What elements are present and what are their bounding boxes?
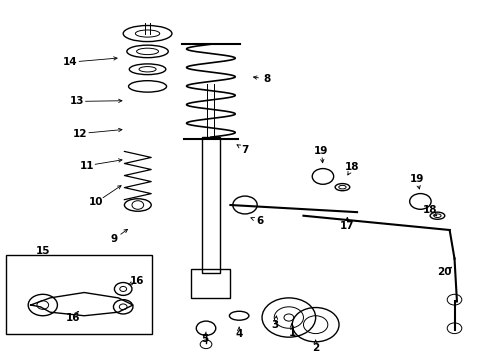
Text: 2: 2 (312, 343, 319, 353)
Text: 4: 4 (236, 329, 243, 339)
Text: 17: 17 (340, 221, 355, 231)
Text: 18: 18 (423, 205, 438, 215)
Bar (202, 137, 220, 273)
Text: 16: 16 (129, 276, 144, 286)
Text: 11: 11 (79, 161, 94, 171)
Text: 16: 16 (66, 312, 81, 323)
Text: 20: 20 (438, 267, 452, 277)
Text: 19: 19 (410, 174, 424, 184)
Text: 19: 19 (314, 146, 329, 156)
Text: 6: 6 (256, 216, 263, 226)
Text: 15: 15 (36, 247, 50, 256)
Text: 8: 8 (263, 74, 270, 84)
Text: 14: 14 (63, 57, 78, 67)
Bar (192, 269, 230, 298)
FancyBboxPatch shape (6, 255, 152, 334)
Text: 5: 5 (201, 334, 209, 344)
Text: 10: 10 (89, 197, 104, 207)
Text: 3: 3 (271, 320, 279, 330)
Text: 12: 12 (73, 129, 88, 139)
Text: 9: 9 (111, 234, 118, 244)
Text: 13: 13 (70, 96, 84, 107)
Text: 7: 7 (241, 145, 249, 155)
Text: 1: 1 (289, 328, 296, 338)
Text: 18: 18 (345, 162, 360, 172)
